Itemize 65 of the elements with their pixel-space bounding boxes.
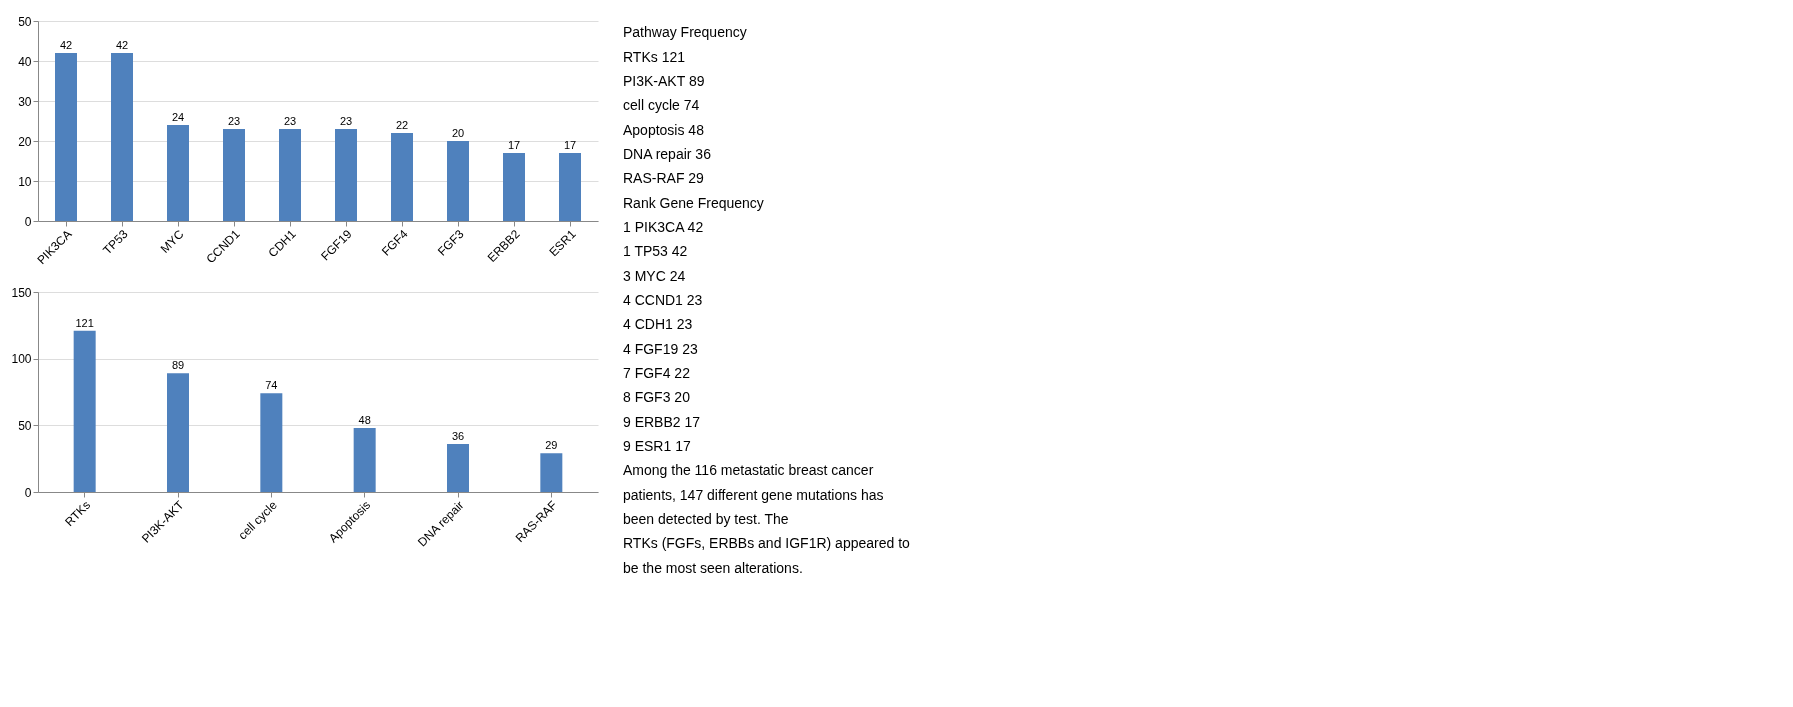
bar (503, 153, 525, 221)
text: 4 FGF19 23 (623, 340, 698, 357)
text: be the most seen alterations. (623, 559, 803, 576)
y-tick-label: 30 (18, 94, 32, 109)
text: RTKs 121 (623, 48, 686, 65)
bar (73, 330, 96, 492)
data-label: 20 (451, 127, 465, 139)
y-tick-label: 20 (18, 134, 32, 149)
text: 8 FGF3 20 (623, 389, 691, 406)
text: RAS-RAF 29 (623, 170, 705, 187)
text: 4 CDH1 23 (623, 316, 693, 333)
data-label: 17 (563, 139, 577, 151)
y-tick-label: 50 (18, 418, 32, 433)
text: 1 TP53 42 (623, 243, 688, 260)
text: cell cycle 74 (623, 97, 700, 114)
data-label: 23 (283, 115, 297, 127)
y-tick-label: 10 (18, 174, 32, 189)
data-label: 23 (339, 115, 353, 127)
text: DNA repair 36 (623, 145, 712, 162)
text: Among the 116 metastatic breast cancer (623, 462, 874, 479)
data-label: 42 (115, 39, 129, 51)
data-label: 17 (507, 139, 521, 151)
text: 1 PIK3CA 42 (623, 218, 704, 235)
bar (279, 129, 301, 221)
text: 9 ERBB2 17 (623, 413, 701, 430)
text: 3 MYC 24 (623, 267, 686, 284)
y-tick-label: 0 (24, 485, 32, 500)
bar (111, 53, 133, 221)
bar (447, 141, 469, 221)
text: RTKs (FGFs, ERBBs and IGF1R) appeared to (623, 535, 911, 552)
bar (223, 129, 245, 221)
data-label: 29 (545, 439, 558, 452)
data-label: 74 (265, 379, 278, 392)
bar (540, 453, 563, 492)
bar (167, 373, 189, 492)
text: Apoptosis 48 (623, 121, 705, 138)
data-label: 121 (75, 316, 94, 329)
data-label: 42 (59, 39, 73, 51)
text: Rank Gene Frequency (623, 194, 764, 211)
bar (559, 153, 581, 221)
data-label: 23 (227, 115, 241, 127)
text: 7 FGF4 22 (623, 365, 691, 382)
y-tick-label: 0 (24, 214, 32, 229)
text: 9 ESR1 17 (623, 438, 691, 455)
text: Pathway Frequency (623, 24, 747, 41)
y-tick-label: 100 (11, 352, 32, 367)
bar (391, 133, 413, 221)
bar (335, 129, 357, 221)
text: patients, 147 different gene mutations has (623, 486, 884, 503)
data-label: 22 (395, 119, 409, 131)
data-label: 48 (358, 414, 371, 426)
text: 4 CCND1 23 (623, 292, 703, 308)
y-tick-label: 50 (18, 14, 32, 29)
text: been detected by test. The (623, 511, 789, 528)
bar (55, 53, 77, 221)
text: PI3K-AKT 89 (623, 72, 705, 89)
bar (167, 125, 189, 221)
y-tick-label: 150 (11, 285, 32, 300)
y-tick-label: 40 (18, 54, 32, 69)
bar (260, 393, 283, 492)
bar (447, 444, 469, 492)
data-label: 89 (171, 359, 185, 372)
bar (353, 428, 376, 492)
data-label: 24 (171, 111, 185, 123)
data-label: 36 (451, 430, 465, 442)
